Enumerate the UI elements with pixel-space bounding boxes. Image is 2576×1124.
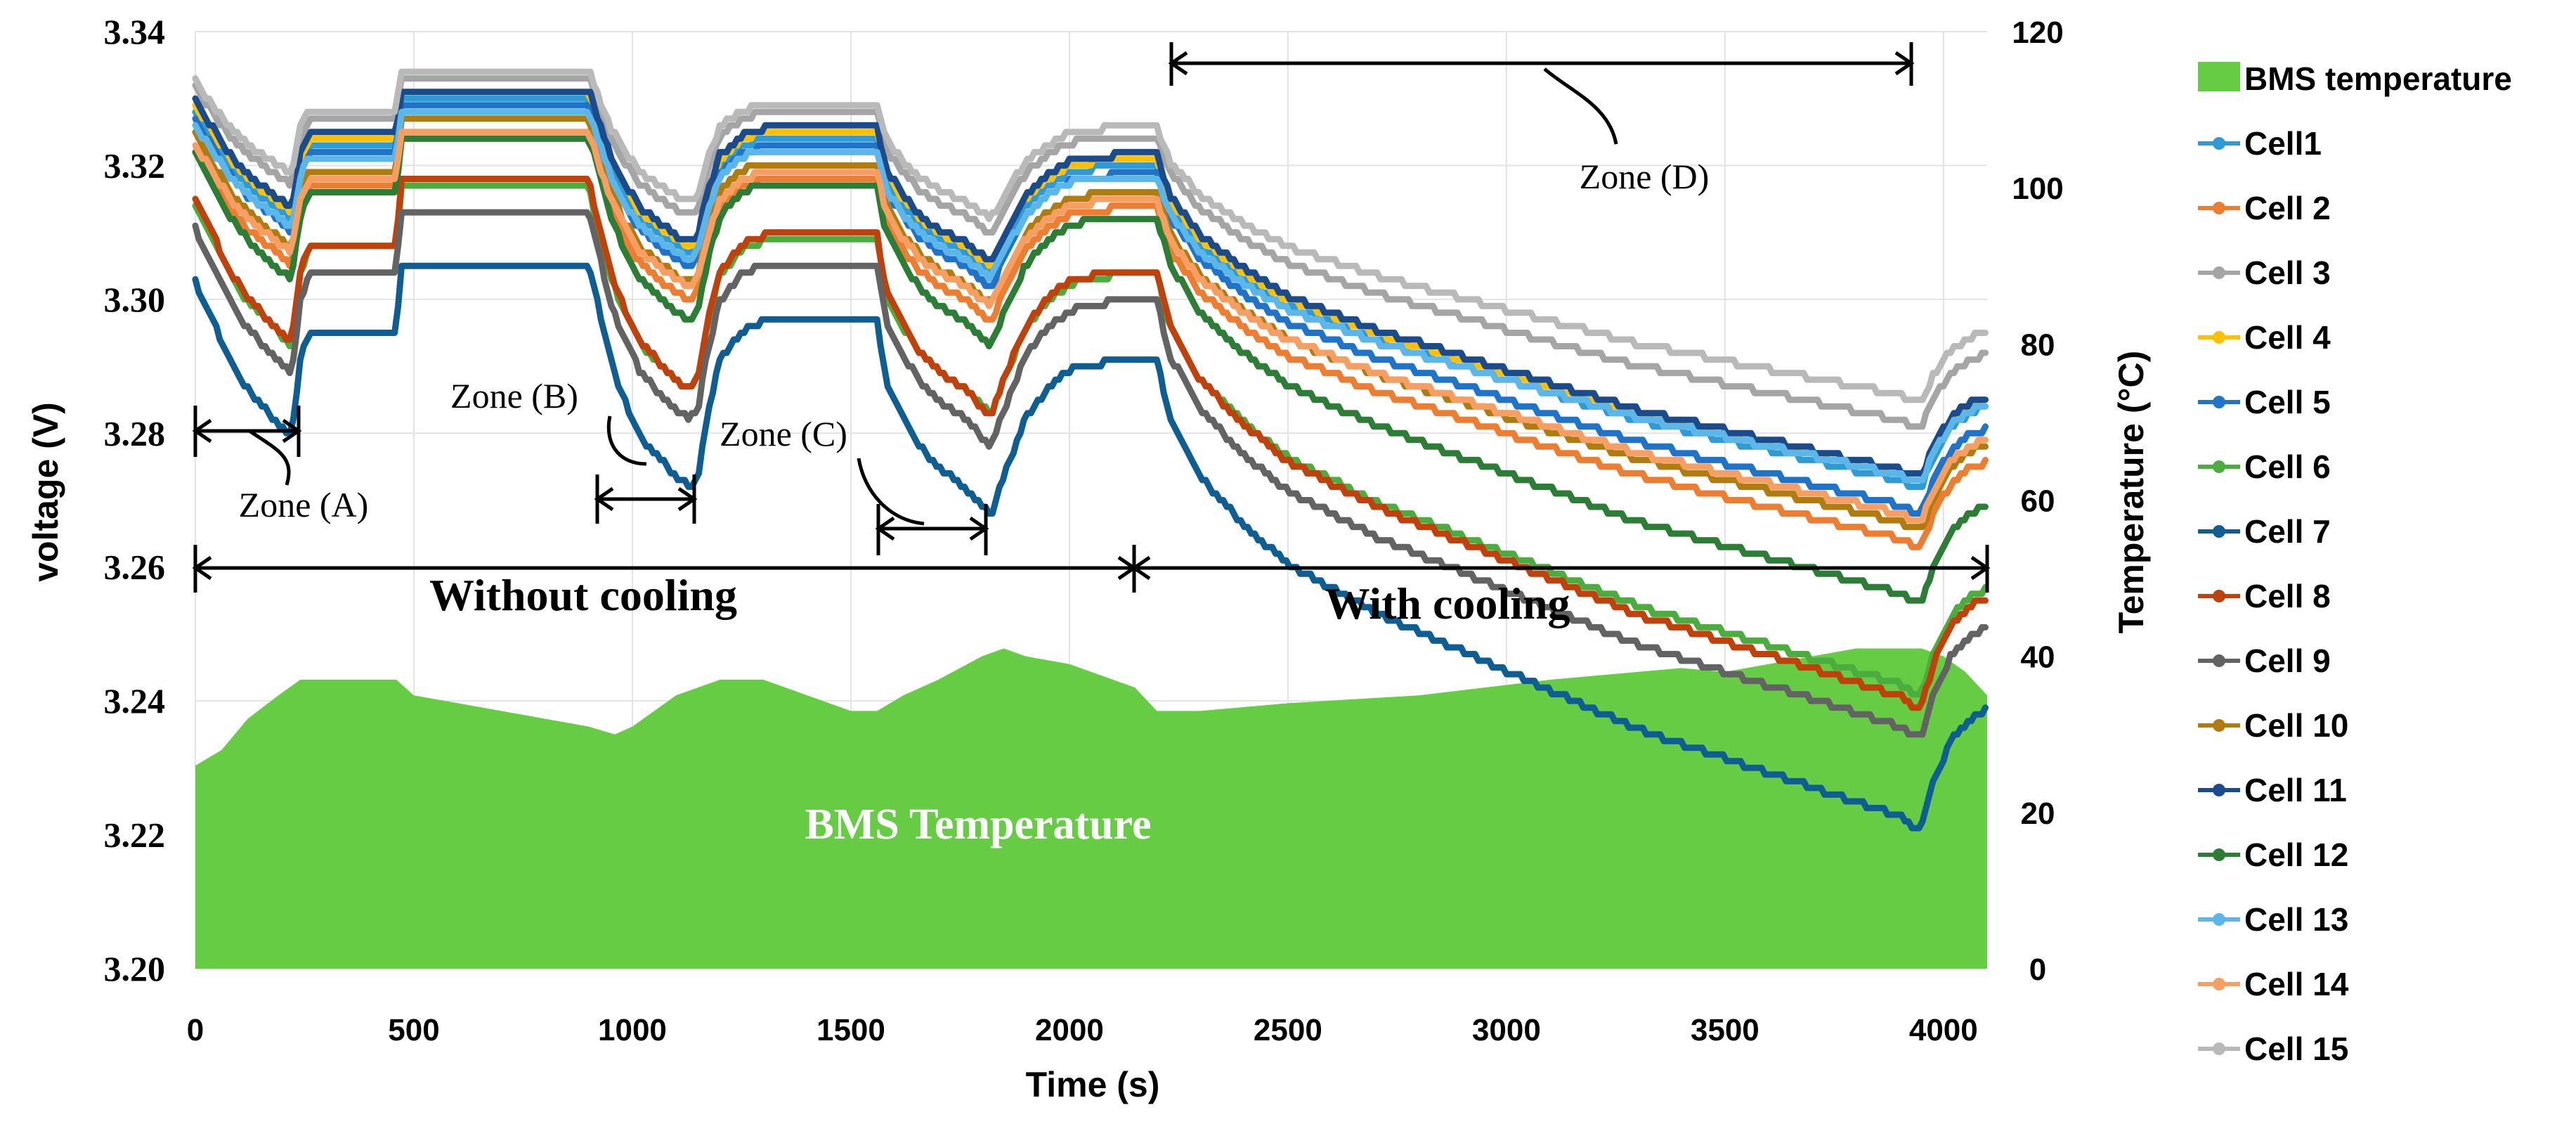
legend-swatch-marker [2213, 978, 2225, 990]
legend-swatch-marker [2213, 396, 2225, 408]
legend-swatch-marker [2213, 460, 2225, 473]
x-tick-label: 3000 [1472, 1013, 1541, 1047]
cell-series [192, 68, 1989, 832]
series-line-cell-11 [192, 89, 1989, 477]
legend-swatch-marker [2213, 590, 2225, 602]
with-cooling-label: With cooling [1325, 579, 1570, 628]
y-axis-ticks: 3.20 3.22 3.24 3.26 3.28 3.30 3.32 3.34 [104, 12, 166, 988]
y2-tick-label: 100 [2012, 172, 2063, 206]
zone-d-label: Zone (D) [1580, 157, 1710, 196]
zone-a-label: Zone (A) [239, 485, 369, 524]
y2-tick-label: 0 [2029, 952, 2046, 987]
x-axis-ticks: 0 500 1000 1500 2000 2500 3000 3500 4000 [187, 1013, 1978, 1047]
bms-temperature-area-fill [195, 648, 1987, 969]
legend-swatch-marker [2213, 784, 2225, 796]
series-line-cell-12 [192, 135, 1989, 604]
series-line-cell-9 [192, 209, 1989, 738]
legend-swatch-marker [2213, 137, 2225, 150]
legend-label: Cell 2 [2244, 190, 2331, 226]
y-tick-label: 3.26 [104, 548, 166, 587]
legend-label: Cell 15 [2244, 1031, 2348, 1067]
x-tick-label: 2000 [1035, 1013, 1104, 1047]
y2-tick-label: 120 [2012, 15, 2063, 50]
series-line-cell-10 [192, 115, 1989, 531]
legend-swatch-marker [2213, 1042, 2225, 1055]
legend-swatch-marker [2213, 525, 2225, 538]
legend-swatch-marker [2213, 331, 2225, 344]
series-line-cell-4 [192, 89, 1989, 484]
annotations [192, 42, 1991, 593]
x-tick-label: 1500 [817, 1013, 885, 1047]
x-tick-label: 0 [187, 1013, 204, 1047]
bms-temperature-area-label: BMS Temperature [805, 801, 1151, 848]
series-line-cell-3 [192, 75, 1989, 430]
y-tick-label: 3.28 [104, 413, 166, 453]
legend-label: Cell 3 [2244, 254, 2331, 291]
zone-b-label: Zone (B) [450, 376, 578, 415]
y2-tick-label: 20 [2021, 796, 2055, 831]
x-tick-label: 500 [388, 1013, 439, 1047]
legend-swatch-marker [2213, 848, 2225, 861]
legend-label: Cell 12 [2244, 836, 2348, 873]
y2-axis-ticks: 0 20 40 60 80 100 120 [2012, 15, 2063, 987]
legend-swatch-marker [2213, 913, 2225, 926]
legend-label: Cell 9 [2244, 642, 2331, 679]
without-cooling-label: Without cooling [429, 570, 737, 620]
legend: BMS temperature Cell1 Cell 2 Cell 3 Cell 4 Ce… [2198, 60, 2512, 1067]
legend-label: Cell 10 [2244, 707, 2348, 744]
x-tick-label: 1000 [598, 1013, 667, 1047]
legend-label: Cell 13 [2244, 901, 2348, 938]
series-line-cell-7 [192, 262, 1989, 832]
y2-tick-label: 80 [2021, 328, 2055, 362]
y-tick-label: 3.32 [104, 146, 166, 185]
legend-swatch-bms-temperature [2198, 62, 2240, 91]
legend-swatch-marker [2213, 202, 2225, 214]
legend-swatch-marker [2213, 266, 2225, 279]
series-line-cell-14 [192, 129, 1989, 524]
x-tick-label: 2500 [1254, 1013, 1322, 1047]
y-tick-label: 3.30 [104, 280, 166, 319]
y2-tick-label: 40 [2021, 640, 2055, 675]
legend-label: Cell 4 [2244, 319, 2331, 356]
y-tick-label: 3.34 [104, 12, 166, 51]
legend-swatch-marker [2213, 719, 2225, 732]
x-tick-label: 3500 [1691, 1013, 1759, 1047]
series-line-cell-8 [192, 176, 1989, 711]
x-tick-label: 4000 [1909, 1013, 1978, 1047]
y2-axis-title: Temperature (°C) [2112, 351, 2151, 633]
x-axis-title: Time (s) [1026, 1065, 1160, 1104]
y-tick-label: 3.22 [104, 815, 166, 855]
y-tick-label: 3.24 [104, 681, 166, 721]
y2-tick-label: 60 [2021, 484, 2055, 519]
legend-label: Cell 8 [2244, 578, 2331, 614]
series-line-cell1 [192, 95, 1989, 490]
y-tick-label: 3.20 [104, 949, 166, 988]
y-axis-title: voltage (V) [26, 402, 65, 582]
series-line-cell-13 [192, 108, 1989, 484]
legend-label: Cell 11 [2244, 772, 2347, 808]
legend-label: Cell 7 [2244, 513, 2331, 550]
legend-label: Cell 14 [2244, 966, 2349, 1002]
bms-temperature-area [195, 648, 1987, 969]
legend-label: Cell1 [2244, 125, 2322, 162]
legend-label-bms-temperature: BMS temperature [2244, 60, 2512, 97]
legend-label: Cell 6 [2244, 448, 2331, 485]
series-line-cell-15 [192, 68, 1989, 403]
zone-c-label: Zone (C) [720, 414, 847, 453]
legend-label: Cell 5 [2244, 384, 2331, 420]
legend-swatch-marker [2213, 654, 2225, 667]
